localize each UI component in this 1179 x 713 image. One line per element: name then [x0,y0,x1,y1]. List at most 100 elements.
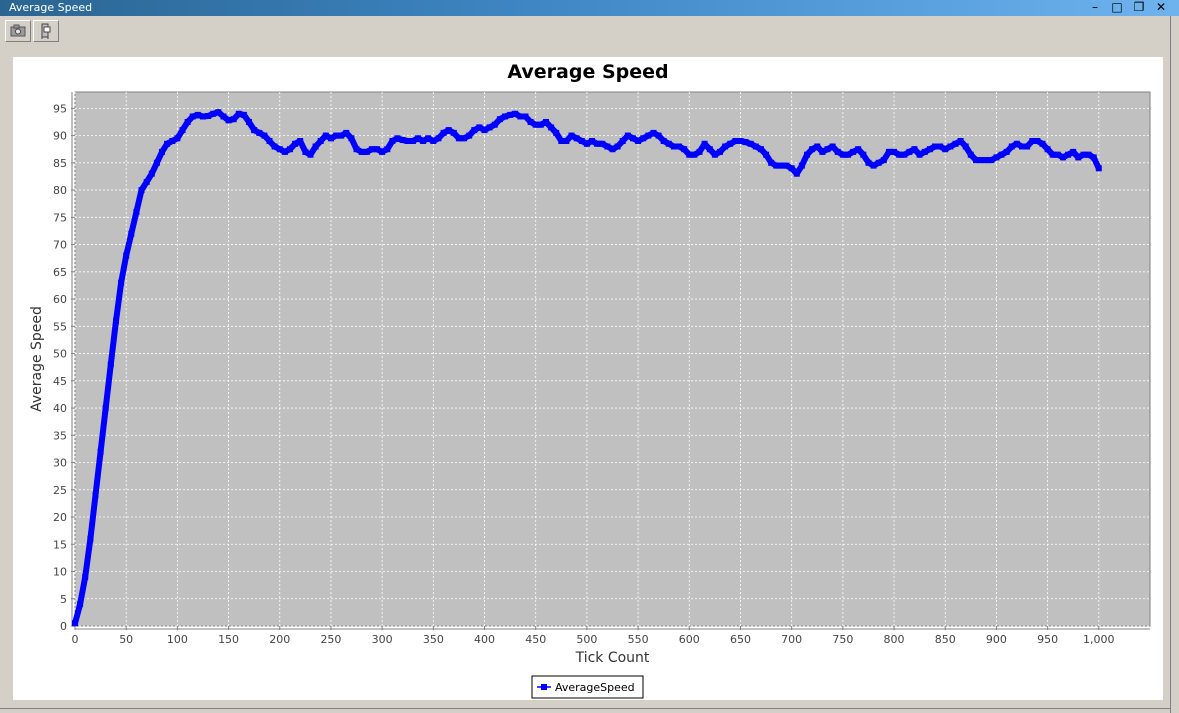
y-tick-label: 55 [53,320,67,333]
camera-icon [10,24,26,37]
data-point [926,146,933,153]
data-point [184,119,191,125]
x-tick-label: 200 [269,633,290,646]
data-point [205,113,212,119]
data-point [374,146,380,153]
y-tick-label: 65 [53,266,67,279]
y-tick-label: 90 [53,130,67,143]
data-point [159,148,165,155]
data-point [1070,148,1077,155]
minimize-button[interactable]: – [1092,0,1098,14]
snapshot-button[interactable] [5,20,31,42]
data-point [287,146,293,153]
data-point [333,132,340,139]
data-point [793,170,800,177]
data-point [353,146,360,153]
x-tick-label: 250 [320,633,341,646]
y-tick-label: 0 [60,620,67,633]
data-point [404,138,411,144]
data-point [379,148,386,155]
data-point [210,110,217,117]
data-point [338,132,345,139]
data-point [1019,143,1025,150]
data-point [1039,140,1046,147]
data-point [957,138,964,144]
x-tick-label: 1,000 [1083,633,1115,646]
y-tick-label: 25 [53,484,67,497]
properties-button[interactable] [33,20,59,42]
data-point [891,148,897,155]
data-point [599,140,606,147]
y-tick-label: 30 [53,457,67,470]
data-point [829,143,836,150]
data-point [102,405,109,411]
data-point [532,121,539,128]
y-tick-label: 50 [53,348,67,361]
data-point [461,135,467,142]
data-point [824,146,831,153]
legend-marker-icon [541,684,547,690]
y-tick-label: 35 [53,429,67,442]
data-point [409,138,416,144]
data-point [568,132,575,139]
chart-title: Average Speed [507,61,668,83]
window-titlebar: Average Speed – □ ❐ ✕ [0,0,1179,16]
data-point [1054,151,1061,158]
data-point [440,129,447,136]
data-point [343,129,350,136]
x-tick-label: 500 [576,633,597,646]
x-tick-label: 100 [167,633,188,646]
data-point [573,135,580,142]
data-point [660,138,667,144]
data-point [737,138,744,144]
data-point [1034,138,1041,144]
x-tick-label: 50 [119,633,133,646]
x-tick-label: 900 [986,633,1007,646]
y-tick-label: 5 [60,593,67,606]
data-point [256,129,263,136]
data-point [348,135,355,142]
data-point [113,317,119,324]
data-point [717,148,723,155]
data-point [875,159,882,166]
data-point [450,129,457,136]
data-point [865,159,872,166]
data-point [281,148,288,155]
data-point [640,135,647,142]
data-point [297,138,304,144]
legend-box [531,675,644,699]
data-point [589,138,595,144]
data-point [133,208,140,215]
data-point [809,146,816,153]
data-point [583,140,590,147]
data-point [845,151,851,158]
data-point [665,140,672,147]
series-averagespeed [72,109,1102,627]
y-tick-label: 85 [53,157,67,170]
data-point [420,138,427,144]
average-speed-chart: Average Speed 0 50 100 150 200 250 300 350 400 45… [29,61,1151,699]
data-point [138,187,145,194]
window-border-bottom [0,708,1171,709]
data-point [681,146,688,153]
y-tick-label: 95 [53,102,67,115]
x-tick-label: 650 [730,633,751,646]
y-tick-label: 40 [53,402,67,415]
data-point [72,620,78,627]
data-point [491,121,498,128]
close-button[interactable]: ✕ [1155,0,1167,14]
y-tick-label: 20 [53,511,67,524]
data-point [1044,146,1051,153]
data-point [266,138,273,144]
data-point [742,139,749,146]
x-tick-label: 850 [935,633,956,646]
data-point [430,138,437,144]
maximize-button[interactable]: □ [1111,0,1123,14]
data-point [481,127,488,134]
data-point [496,116,503,123]
restore-button[interactable]: ❐ [1133,0,1145,14]
x-tick-label: 350 [423,633,444,646]
x-tick-label: 950 [1037,633,1058,646]
y-tick-label: 15 [53,538,67,551]
data-point [394,135,401,142]
